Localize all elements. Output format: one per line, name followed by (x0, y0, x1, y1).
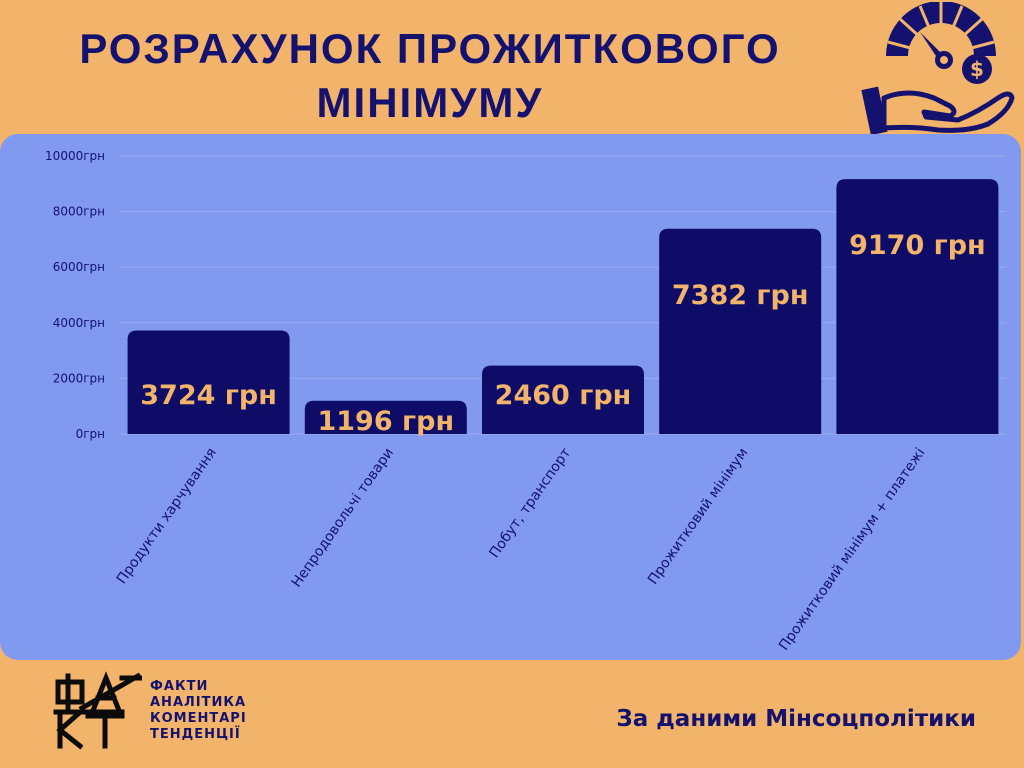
bar (482, 365, 644, 434)
x-category-label: Продукти харчування (114, 445, 220, 587)
x-category-label: Прожитковий мінімум + платежі (776, 445, 929, 653)
bar-chart: 0грн 2000грн 4000грн 6000грн 8000грн 10000грн… (45, 149, 1006, 654)
brand-line: ФАКТИ (150, 679, 209, 694)
source-note: За даними Мінсоцполітики (616, 706, 976, 732)
y-tick-label: 10000грн (45, 149, 105, 163)
svg-text:$: $ (970, 57, 984, 81)
bar (836, 179, 999, 434)
title-line-1: РОЗРАХУНОК ПРОЖИТКОВОГО (79, 25, 781, 72)
bar-value-label: 2460 грн (495, 380, 632, 411)
title-line-2: МІНІМУМУ (316, 79, 544, 126)
bar (304, 400, 467, 434)
y-tick-label: 2000грн (53, 371, 105, 385)
gauge-hand-money-icon: $ (861, 2, 1015, 136)
brand-line: КОМЕНТАРІ (150, 711, 247, 726)
x-category-label: Прожитковий мінімум (645, 445, 751, 587)
y-tick-label: 4000грн (53, 316, 105, 330)
y-tick-label: 0грн (76, 427, 105, 441)
bar (659, 228, 822, 434)
bar-value-label: 9170 грн (849, 230, 986, 261)
bar-value-label: 3724 грн (140, 380, 277, 411)
brand-tagline: ФАКТИ АНАЛІТИКА КОМЕНТАРІ ТЕНДЕНЦІЇ (150, 679, 247, 743)
x-category-label: Побут, транспорт (486, 445, 574, 561)
bar (127, 330, 290, 434)
y-tick-label: 6000грн (53, 260, 105, 274)
fakt-logo (53, 671, 142, 750)
x-category-label: Непродовольчі товари (289, 445, 397, 590)
bar-value-label: 1196 грн (317, 406, 454, 437)
brand-line: ТЕНДЕНЦІЇ (150, 727, 241, 742)
page-title: РОЗРАХУНОК ПРОЖИТКОВОГО МІНІМУМУ (20, 22, 840, 130)
bar-value-label: 7382 грн (672, 280, 809, 311)
y-tick-label: 8000грн (53, 205, 105, 219)
brand-line: АНАЛІТИКА (150, 695, 247, 710)
